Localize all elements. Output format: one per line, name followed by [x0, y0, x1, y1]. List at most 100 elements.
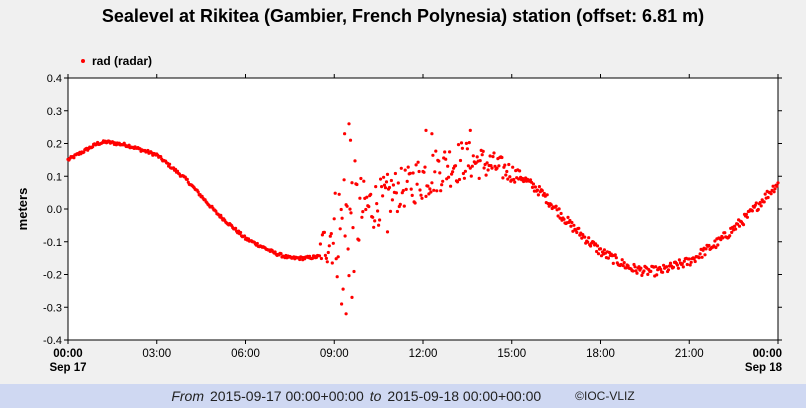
data-point [369, 192, 373, 196]
data-point [317, 254, 322, 258]
data-point [468, 166, 472, 170]
data-point [675, 263, 680, 267]
data-point [528, 178, 533, 182]
data-point [771, 184, 775, 188]
y-tick-label: -0.3 [43, 302, 62, 314]
data-point [432, 188, 436, 192]
data-point [429, 190, 433, 194]
data-point [440, 183, 444, 187]
chart-title: Sealevel at Rikitea (Gambier, French Pol… [102, 6, 704, 26]
data-point [350, 181, 354, 185]
data-point [441, 179, 445, 183]
data-point [401, 189, 405, 193]
data-point [219, 213, 223, 217]
data-point [492, 151, 496, 155]
data-point [697, 256, 701, 260]
data-point [360, 215, 364, 219]
data-point [639, 266, 643, 270]
data-point [756, 207, 760, 212]
data-point [759, 204, 763, 208]
data-point [345, 204, 349, 208]
data-point [72, 156, 76, 160]
x-tick-label: 09:00 [320, 348, 349, 360]
data-point [357, 238, 361, 242]
data-point [428, 187, 432, 191]
data-point [471, 154, 475, 158]
data-point [341, 287, 345, 291]
data-point [631, 269, 635, 273]
footer-bar: From 2015-09-17 00:00+00:00 to 2015-09-1… [0, 384, 806, 408]
data-point [325, 260, 329, 264]
data-point [465, 147, 469, 151]
data-point [488, 154, 492, 158]
data-point [621, 264, 625, 268]
data-point [394, 191, 398, 195]
data-point [478, 159, 482, 163]
y-axis: 0.4 0.3 0.2 0.1 0.0 -0.1 -0.2 -0.3 -0.4 [43, 73, 782, 347]
data-point [685, 262, 689, 267]
data-point [395, 209, 399, 214]
x-tick-label: 06:00 [231, 348, 260, 360]
data-point [311, 256, 315, 260]
data-point [336, 255, 340, 259]
data-point [340, 302, 344, 306]
data-point [168, 162, 172, 166]
data-point [750, 209, 755, 213]
data-point [414, 163, 418, 167]
footer-to-label: to [369, 388, 382, 404]
data-point [540, 189, 544, 193]
data-point [348, 207, 352, 211]
data-point [542, 191, 546, 196]
data-point [646, 272, 650, 276]
data-point [387, 185, 392, 190]
data-point [692, 257, 696, 261]
data-point [736, 222, 740, 226]
data-point [535, 188, 540, 192]
data-point [349, 211, 353, 215]
y-tick-label: 0.4 [47, 73, 62, 85]
data-point [362, 179, 366, 183]
data-point [776, 181, 780, 185]
data-point [754, 201, 758, 205]
data-point [511, 165, 515, 169]
data-point [338, 227, 342, 231]
data-point [451, 170, 455, 174]
x-tick-date: Sep 18 [745, 362, 783, 374]
data-point [342, 178, 346, 182]
data-point [477, 176, 481, 180]
data-point [622, 261, 626, 265]
data-point [374, 185, 378, 189]
data-point [355, 182, 359, 187]
data-point [745, 215, 750, 219]
data-point [665, 265, 669, 269]
data-point [448, 150, 452, 154]
data-point [332, 217, 336, 221]
data-point [556, 214, 560, 218]
data-point [396, 181, 400, 185]
data-point [466, 164, 470, 168]
data-point [359, 176, 363, 181]
data-point [426, 184, 430, 188]
y-tick-label: 0.2 [47, 139, 62, 151]
data-point [450, 172, 454, 176]
data-point [728, 234, 732, 238]
y-tick-label: -0.1 [43, 237, 62, 249]
x-tick-label: 00:00 [53, 348, 82, 360]
data-point [127, 143, 131, 147]
data-point [531, 182, 536, 186]
data-point [681, 265, 685, 269]
data-point [418, 188, 422, 192]
data-point [159, 155, 163, 159]
data-point [239, 230, 243, 235]
data-point [408, 171, 412, 175]
footer-credit: ©IOC-VLIZ [575, 389, 635, 403]
data-point [318, 242, 322, 246]
data-point [443, 150, 447, 154]
data-point [398, 202, 402, 206]
data-point [570, 220, 574, 225]
data-point [704, 247, 708, 251]
data-point [624, 266, 628, 270]
data-point [594, 242, 598, 246]
data-point [196, 190, 200, 194]
data-point [559, 211, 563, 216]
